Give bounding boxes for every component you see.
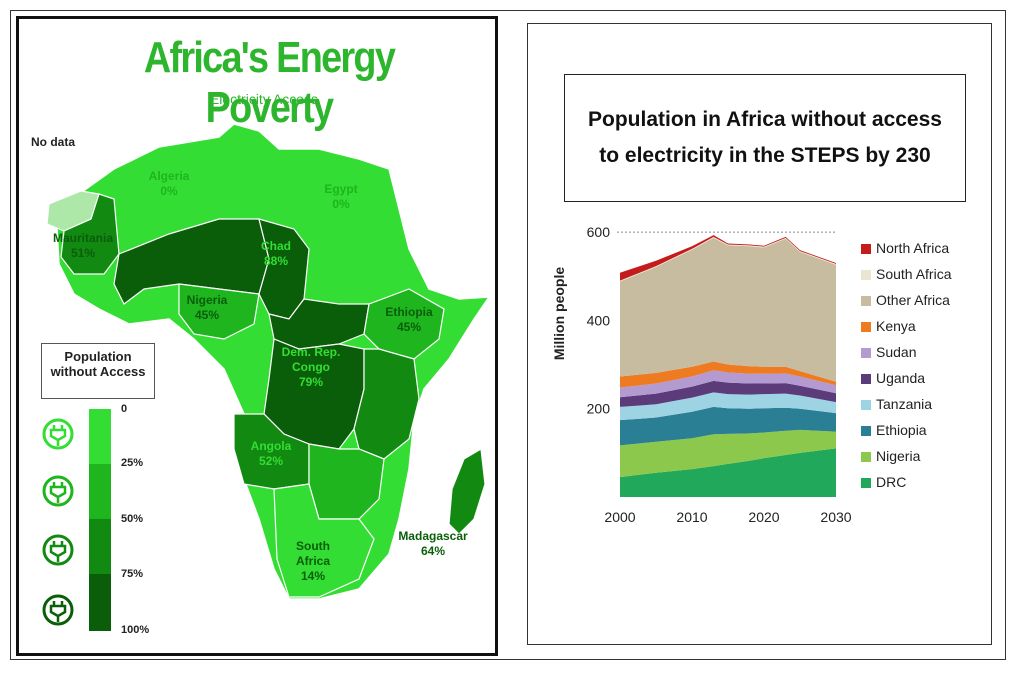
region-east <box>353 348 420 460</box>
label-mauritania: Mauritania 51% <box>52 231 113 260</box>
map-title: Africa's Energy Poverty <box>143 33 396 132</box>
legend-label: Sudan <box>876 344 917 360</box>
legend-swatch <box>861 426 871 436</box>
area-other-africa <box>620 237 836 382</box>
legend-swatch <box>861 478 871 488</box>
y-tick-label: 200 <box>587 401 611 417</box>
label-drc: Dem. Rep. Congo 79% <box>281 345 341 389</box>
plug-icon <box>42 475 74 507</box>
legend-item: Nigeria <box>861 447 920 465</box>
legend-item: Ethiopia <box>861 421 927 439</box>
legend-item: North Africa <box>861 239 949 257</box>
area-ethiopia <box>620 406 836 446</box>
legend-item: Tanzania <box>861 395 932 413</box>
chart-title: Population in Africa without access to e… <box>588 108 942 167</box>
legend-swatch <box>861 244 871 254</box>
legend-swatch <box>861 348 871 358</box>
area-uganda <box>620 380 836 407</box>
legend-swatch <box>861 270 871 280</box>
area-sudan <box>620 370 836 398</box>
scale-label-50: 50% <box>121 513 144 525</box>
x-tick-label: 2030 <box>820 509 851 525</box>
region-drc <box>263 338 365 450</box>
x-tick-label: 2010 <box>676 509 707 525</box>
africa-map <box>46 123 491 631</box>
legend-label: Other Africa <box>876 292 950 308</box>
map-panel: Africa's Energy Poverty Electricity Acce… <box>16 16 498 656</box>
legend-label: DRC <box>876 474 907 490</box>
no-data-label: No data <box>30 135 75 149</box>
legend-swatch <box>861 452 871 462</box>
scale-band-1 <box>89 409 111 464</box>
legend-item: Kenya <box>861 317 916 335</box>
region-nigeria <box>178 283 260 340</box>
label-madagascar: Madagascar 64% <box>398 529 468 558</box>
y-tick-label: 400 <box>587 312 611 328</box>
legend-swatch <box>861 296 871 306</box>
y-axis-label: Million people <box>551 267 567 361</box>
scale-label-0: 0 <box>121 403 128 415</box>
legend-swatch <box>861 322 871 332</box>
legend-label: Kenya <box>876 318 916 334</box>
scale-label-75: 75% <box>121 568 144 580</box>
legend-label: Nigeria <box>876 448 921 464</box>
label-chad: Chad 88% <box>261 239 291 268</box>
legend-label: Ethiopia <box>876 422 927 438</box>
scale-band-3 <box>89 519 111 574</box>
legend-item: Other Africa <box>861 291 950 309</box>
legend-label: North Africa <box>876 240 950 256</box>
region-ethiopia <box>363 288 445 360</box>
x-tick-label: 2000 <box>604 509 635 525</box>
area-tanzania <box>620 392 836 421</box>
y-tick-label: 600 <box>587 224 611 240</box>
map-subtitle: Electricity Access <box>209 91 319 107</box>
legend-item: DRC <box>861 473 906 491</box>
scale-band-2 <box>89 464 111 519</box>
scale-label-100: 100% <box>121 624 150 636</box>
area-nigeria <box>620 429 836 478</box>
legend-item: Sudan <box>861 343 916 361</box>
plug-icon <box>42 534 74 566</box>
legend-item: South Africa <box>861 265 952 283</box>
area-drc <box>620 448 836 497</box>
legend-swatch <box>861 400 871 410</box>
legend-label: Uganda <box>876 370 926 386</box>
plug-icon <box>42 418 74 450</box>
chart-title-box: Population in Africa without access to e… <box>564 74 966 202</box>
plug-icon <box>42 594 74 626</box>
scale-label-25: 25% <box>121 457 144 469</box>
chart-panel: Population in Africa without access to e… <box>527 23 992 645</box>
label-algeria: Algeria 0% <box>148 169 190 198</box>
figure-frame <box>10 10 1006 660</box>
label-egypt: Egypt 0% <box>324 182 358 211</box>
label-nigeria: Nigeria 45% <box>186 293 228 322</box>
region-south-africa <box>273 483 375 598</box>
label-ethiopia: Ethiopia 45% <box>385 305 433 334</box>
legend-title: Population without Access <box>41 343 155 399</box>
label-south-africa: South Africa 14% <box>295 539 330 583</box>
legend-label: South Africa <box>876 266 952 282</box>
stacked-area-chart: 200 400 600 2000 2010 2020 2030 Million people <box>551 224 852 525</box>
label-angola: Angola 52% <box>250 439 292 468</box>
scale-band-4 <box>89 574 111 631</box>
legend-swatch <box>861 374 871 384</box>
area-kenya <box>620 361 836 388</box>
legend-item: Uganda <box>861 369 925 387</box>
region-madagascar <box>448 448 486 535</box>
area-north-africa <box>620 235 836 281</box>
legend-label: Tanzania <box>876 396 933 412</box>
x-tick-label: 2020 <box>748 509 779 525</box>
